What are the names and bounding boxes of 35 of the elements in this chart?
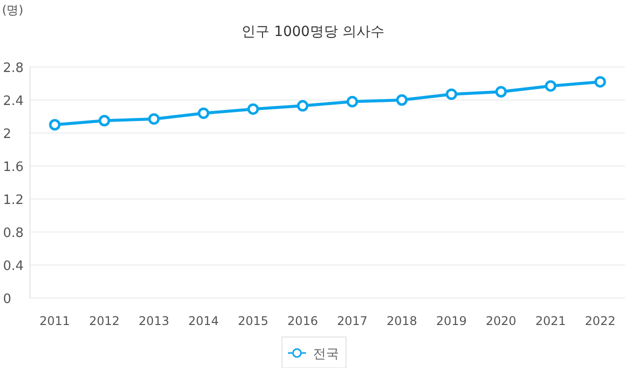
x-tick-label: 2018 bbox=[386, 314, 418, 328]
point bbox=[49, 119, 61, 130]
x-tick-label: 2013 bbox=[138, 314, 170, 328]
legend-label: 전국 bbox=[313, 347, 339, 362]
point bbox=[495, 86, 507, 98]
point bbox=[594, 76, 606, 88]
point bbox=[198, 107, 210, 119]
y-tick-label: 1.2 bbox=[3, 193, 24, 208]
x-tick-label: 2012 bbox=[89, 314, 120, 328]
point bbox=[346, 96, 358, 108]
point bbox=[296, 100, 308, 112]
point bbox=[148, 113, 160, 125]
x-tick-label: 2014 bbox=[188, 314, 219, 328]
point bbox=[446, 88, 458, 100]
x-tick-label: 2022 bbox=[584, 314, 616, 328]
y-tick-label: 0.8 bbox=[3, 226, 24, 241]
y-tick-label: 2 bbox=[3, 127, 12, 142]
x-tick-label: 2017 bbox=[337, 314, 368, 328]
x-tick-label: 2011 bbox=[40, 314, 70, 328]
point bbox=[247, 103, 259, 115]
x-tick-label: 2020 bbox=[486, 314, 516, 328]
point bbox=[98, 114, 110, 126]
y-tick-label: 2.8 bbox=[3, 61, 24, 76]
y-tick-label: 0.4 bbox=[3, 259, 24, 274]
y-tick-label: 2.4 bbox=[3, 94, 24, 109]
x-tick-label: 2021 bbox=[535, 314, 566, 328]
y-tick-label: 0 bbox=[3, 292, 12, 307]
point bbox=[396, 94, 408, 106]
y-axis-title: (명) bbox=[2, 3, 24, 17]
chart-title: 인구 1000명당 의사수 bbox=[242, 24, 384, 40]
x-tick-label: 2016 bbox=[287, 314, 318, 328]
x-tick-label: 2019 bbox=[436, 314, 467, 328]
y-tick-label: 1.6 bbox=[3, 160, 24, 175]
point bbox=[544, 80, 556, 92]
x-tick-label: 2015 bbox=[238, 314, 268, 328]
